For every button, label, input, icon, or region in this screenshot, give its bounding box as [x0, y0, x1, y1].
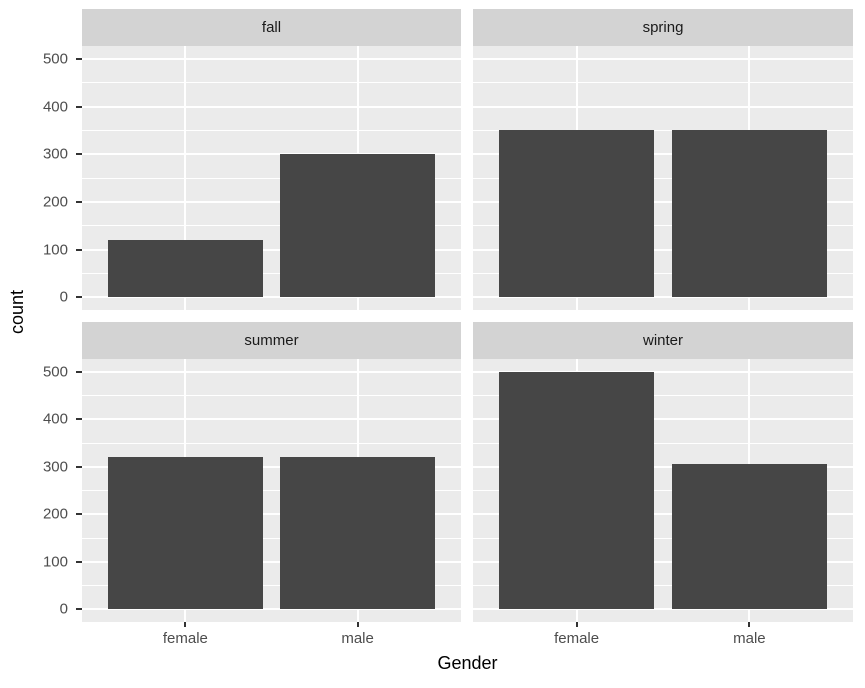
y-tick-label-100: 100 — [42, 241, 68, 258]
x-tick-mark-female — [575, 622, 578, 627]
gridline-major — [473, 105, 853, 108]
gridline-major — [82, 560, 461, 563]
y-tick-label-200: 200 — [42, 505, 68, 523]
gridline-major — [473, 296, 853, 299]
y-tick-mark — [76, 248, 82, 251]
bar-spring-male — [671, 130, 828, 298]
gridline-major — [82, 57, 461, 60]
gridline-minor — [82, 177, 461, 179]
gridline-major — [473, 57, 853, 60]
gridline-minor — [82, 82, 461, 84]
facet-strip-label-fall: fall — [261, 19, 282, 36]
gridline-minor — [82, 537, 461, 539]
gridline-major — [82, 153, 461, 156]
y-tick-label-0: 0 — [59, 600, 68, 618]
facet-strip-fall: fall — [82, 9, 461, 46]
gridline-minor — [473, 82, 853, 84]
bar-spring-female — [498, 130, 655, 298]
facet-strip-winter: winter — [473, 322, 853, 359]
facet-strip-label-spring: spring — [642, 19, 684, 36]
gridline-minor — [473, 442, 853, 444]
y-tick-mark — [76, 105, 82, 108]
facet-strip-label-winter: winter — [642, 332, 683, 349]
bar-winter-female — [498, 371, 655, 610]
y-tick-label-400: 400 — [42, 410, 68, 428]
gridline-minor — [82, 395, 461, 397]
x-tick-mark-female — [184, 622, 187, 627]
gridline-major — [473, 248, 853, 251]
y-tick-mark — [76, 465, 82, 468]
y-tick-label-100: 100 — [42, 553, 68, 571]
y-tick-label-0: 0 — [59, 288, 68, 306]
gridline-major — [82, 370, 461, 373]
y-tick-mark — [76, 57, 82, 60]
x-tick-mark-male — [748, 622, 751, 627]
gridline-major — [473, 153, 853, 156]
gridline-minor — [473, 537, 853, 539]
facet-strip-summer: summer — [82, 322, 461, 359]
gridline-major — [82, 418, 461, 421]
y-tick-mark — [76, 418, 82, 421]
gridline-minor — [82, 129, 461, 131]
gridline-minor — [82, 584, 461, 586]
y-tick-label-300: 300 — [42, 458, 68, 476]
x-tick-label-male: male — [733, 630, 766, 647]
bar-summer-female — [107, 457, 263, 610]
gridline-minor — [82, 442, 461, 444]
y-tick-mark — [76, 200, 82, 203]
gridline-minor — [82, 272, 461, 274]
facet-strip-label-summer: summer — [244, 332, 299, 349]
bar-summer-male — [280, 457, 436, 610]
y-tick-label-500: 500 — [42, 363, 68, 381]
y-tick-mark — [76, 296, 82, 299]
x-tick-label-female: female — [554, 630, 600, 647]
facet-panel-spring — [473, 46, 853, 310]
gridline-major — [82, 105, 461, 108]
gridline-major — [473, 513, 853, 516]
bar-winter-male — [671, 464, 828, 610]
x-axis-title: Gender — [437, 653, 498, 673]
gridline-major — [473, 608, 853, 611]
gridline-minor — [473, 177, 853, 179]
gridline-minor — [473, 129, 853, 131]
y-tick-mark — [76, 370, 82, 373]
gridline-major — [82, 248, 461, 251]
y-tick-mark — [76, 153, 82, 156]
y-tick-mark — [76, 608, 82, 611]
gridline-major — [473, 465, 853, 468]
y-tick-label-300: 300 — [42, 145, 68, 163]
gridline-minor — [473, 272, 853, 274]
gridline-minor — [473, 490, 853, 491]
gridline-major — [82, 608, 461, 611]
gridline-vertical-female — [184, 46, 187, 310]
y-tick-label-400: 400 — [42, 98, 68, 115]
gridline-major — [473, 370, 853, 373]
facet-strip-spring: spring — [473, 9, 853, 46]
gridline-minor — [473, 225, 853, 227]
y-tick-mark — [76, 560, 82, 563]
gridline-major — [82, 513, 461, 516]
gridline-minor — [473, 584, 853, 586]
x-tick-mark-male — [356, 622, 359, 627]
facet-panel-summer — [82, 359, 461, 622]
x-tick-label-female: female — [162, 630, 208, 647]
y-tick-mark — [76, 513, 82, 516]
gridline-major — [473, 200, 853, 203]
gridline-major — [82, 200, 461, 203]
bar-fall-male — [280, 154, 436, 298]
gridline-minor — [473, 395, 853, 397]
gridline-major — [473, 418, 853, 421]
bar-fall-female — [107, 239, 263, 298]
y-tick-label-500: 500 — [42, 50, 68, 68]
x-tick-label-male: male — [341, 630, 374, 647]
gridline-major — [473, 560, 853, 563]
gridline-major — [82, 465, 461, 468]
gridline-minor — [82, 490, 461, 491]
facet-panel-winter — [473, 359, 853, 622]
gridline-minor — [82, 225, 461, 227]
y-tick-label-200: 200 — [42, 193, 68, 211]
facet-panel-fall — [82, 46, 461, 310]
gridline-major — [82, 296, 461, 299]
